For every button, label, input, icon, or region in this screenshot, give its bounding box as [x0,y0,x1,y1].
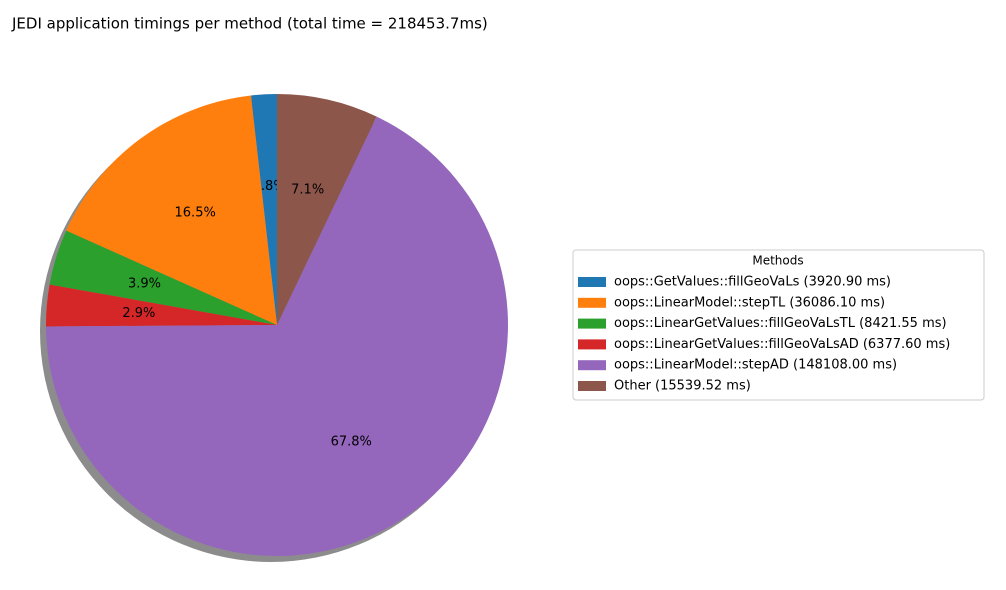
pie-wedge [49,230,277,325]
pie-wedge [46,284,277,327]
legend-swatch [578,318,606,329]
legend-label: oops::LinearGetValues::fillGeoVaLsAD (63… [614,337,950,352]
wedge-label: 2.9% [122,306,155,321]
legend-box [572,249,985,401]
pie-wedge [66,95,277,325]
legend-label: Other (15539.52 ms) [614,379,751,394]
wedge-label: 16.5% [175,206,216,221]
legend-swatch [578,297,606,308]
legend-swatch [578,360,606,371]
chart-title: JEDI application timings per method (tot… [11,15,488,33]
pie-wedge [250,94,277,325]
pie-wedge [277,94,377,325]
wedge-label: 3.9% [128,277,161,292]
legend-swatch [578,277,606,287]
wedge-label: 67.8% [331,435,372,450]
wedge-label: 7.1% [291,182,324,197]
legend-label: oops::LinearGetValues::fillGeoVaLsTL (84… [614,316,947,331]
legend-label: oops::LinearModel::stepTL (36086.10 ms) [614,295,885,310]
legend-swatch [578,381,606,391]
legend-title: Methods [752,254,803,268]
pie-wedge [46,116,509,556]
legend-label: oops::GetValues::fillGeoVaLs (3920.90 ms… [614,275,891,290]
legend-swatch [578,339,606,350]
legend-label: oops::LinearModel::stepAD (148108.00 ms) [614,358,897,373]
